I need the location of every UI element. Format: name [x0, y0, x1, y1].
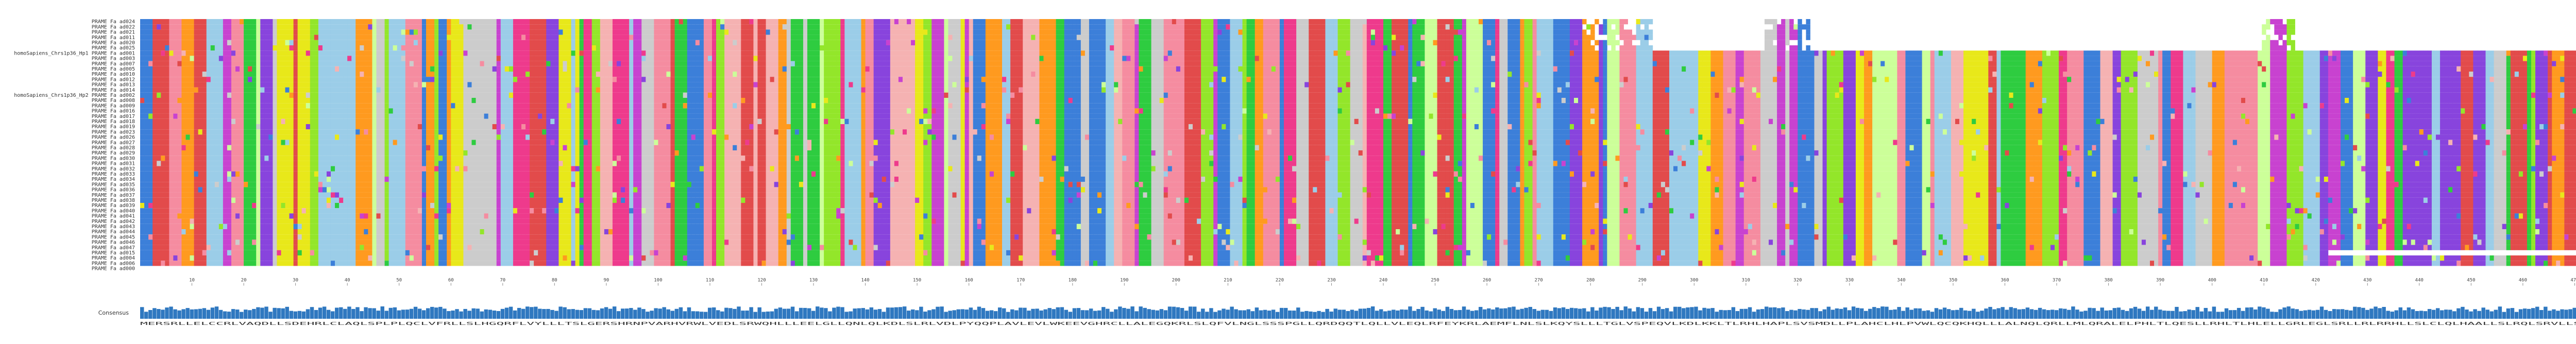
alignment-row[interactable] — [140, 182, 2576, 187]
ruler-tick-label: 460 — [2519, 278, 2527, 283]
ruler-tick-label: 50 — [396, 278, 402, 283]
alignment-row[interactable] — [140, 50, 2576, 56]
ruler-tick-label: 310 — [1742, 278, 1750, 283]
alignment-row[interactable] — [140, 166, 2576, 171]
ruler-tick-label: 100 — [654, 278, 662, 283]
alignment-row[interactable] — [140, 229, 2576, 234]
ruler-tick-label: 240 — [1379, 278, 1387, 283]
consensus-sequence: MERSRLLELCCRLVAQDLLSDEHRLCLAQLSPLPLQCLVF… — [140, 321, 2576, 326]
ruler-tick-label: 160 — [965, 278, 973, 283]
ruler-tick-label: 320 — [1793, 278, 1802, 283]
ruler-tick-label: 150 — [913, 278, 921, 283]
ruler-tick-label: 410 — [2260, 278, 2268, 283]
ruler-tick-label: 20 — [241, 278, 247, 283]
ruler-tick-label: 450 — [2467, 278, 2475, 283]
alignment-row[interactable] — [140, 114, 2576, 119]
ruler-tick-label: 10 — [189, 278, 195, 283]
alignment-row[interactable] — [140, 255, 2576, 261]
alignment-row[interactable] — [140, 134, 2576, 140]
alignment-row[interactable] — [140, 261, 2576, 266]
ruler-tick-label: 140 — [861, 278, 869, 283]
alignment-row[interactable] — [140, 108, 2576, 113]
consensus-label: Consensus — [98, 309, 129, 316]
ruler-tick-label: 350 — [1949, 278, 1957, 283]
ruler-tick-label: 130 — [809, 278, 818, 283]
ruler-tick-label: 250 — [1431, 278, 1439, 283]
ruler-tick-label: 70 — [500, 278, 505, 283]
ruler-tick-label: 400 — [2208, 278, 2216, 283]
ruler-tick-label: 390 — [2156, 278, 2164, 283]
alignment-row[interactable] — [140, 150, 2576, 156]
alignment-row[interactable] — [140, 156, 2576, 161]
alignment-row[interactable] — [140, 198, 2576, 203]
alignment-row[interactable] — [140, 193, 2576, 198]
ruler-tick-label: 210 — [1224, 278, 1232, 283]
alignment-matrix[interactable] — [140, 19, 2576, 266]
ruler-tick-label: 260 — [1483, 278, 1491, 283]
ruler-tick-label: 370 — [2053, 278, 2061, 283]
ruler-tick-label: 110 — [706, 278, 714, 283]
ruler-tick-label: 380 — [2104, 278, 2112, 283]
alignment-row[interactable] — [140, 129, 2576, 134]
ruler-tick-label: 200 — [1172, 278, 1180, 283]
ruler-tick-label: 90 — [603, 278, 609, 283]
alignment-row[interactable] — [140, 208, 2576, 213]
alignment-row[interactable] — [140, 98, 2576, 103]
alignment-row[interactable] — [140, 171, 2576, 177]
alignment-row[interactable] — [140, 145, 2576, 150]
alignment-row[interactable] — [140, 88, 2576, 93]
ruler-tick-label: 80 — [552, 278, 557, 283]
alignment-row[interactable] — [140, 245, 2576, 250]
ruler-tick-label: 360 — [2001, 278, 2009, 283]
alignment-row[interactable] — [140, 82, 2576, 87]
alignment-row[interactable] — [140, 234, 2576, 239]
ruler-tick-label: 190 — [1120, 278, 1128, 283]
alignment-row[interactable] — [140, 119, 2576, 124]
alignment-row[interactable] — [140, 140, 2576, 145]
ruler-tick-label: 30 — [293, 278, 298, 283]
alignment-row[interactable] — [140, 61, 2576, 66]
alignment-row[interactable] — [140, 103, 2576, 108]
ruler-tick-label: 60 — [448, 278, 454, 283]
alignment-row[interactable] — [140, 224, 2576, 229]
ruler-tick-label: 300 — [1690, 278, 1698, 283]
alignment-row[interactable] — [140, 77, 2576, 82]
ruler-tick-label: 290 — [1638, 278, 1647, 283]
alignment-row[interactable] — [140, 56, 2576, 61]
ruler-tick-label: 440 — [2415, 278, 2424, 283]
ruler-tick-label: 280 — [1586, 278, 1595, 283]
ruler-tick-label: 230 — [1327, 278, 1335, 283]
alignment-row[interactable] — [140, 72, 2576, 77]
alignment-row[interactable] — [140, 213, 2576, 218]
ruler-tick-label: 220 — [1276, 278, 1284, 283]
ruler-tick-label: 120 — [757, 278, 766, 283]
ruler-tick-label: 330 — [1845, 278, 1854, 283]
ruler-tick-label: 180 — [1069, 278, 1077, 283]
ruler-tick-label: 340 — [1897, 278, 1905, 283]
alignment-row[interactable] — [140, 93, 2576, 98]
sequence-name[interactable]: PRAME Fa ad000 — [92, 266, 135, 272]
alignment-row[interactable] — [140, 250, 2328, 255]
alignment-row[interactable] — [140, 161, 2576, 166]
ruler-tick-label: 430 — [2363, 278, 2371, 283]
alignment-row[interactable] — [140, 187, 2576, 192]
alignment-row[interactable] — [140, 66, 2576, 72]
ruler-tick-label: 40 — [345, 278, 350, 283]
alignment-row[interactable] — [140, 219, 2576, 224]
alignment-row[interactable] — [140, 177, 2576, 182]
ruler-tick-label: 470 — [2570, 278, 2576, 283]
ruler-tick-label: 270 — [1534, 278, 1543, 283]
alignment-row[interactable] — [140, 124, 2576, 129]
alignment-row[interactable] — [140, 239, 2576, 245]
ruler-tick-label: 420 — [2312, 278, 2320, 283]
ruler-tick-label: 170 — [1016, 278, 1025, 283]
alignment-row[interactable] — [140, 203, 2576, 208]
